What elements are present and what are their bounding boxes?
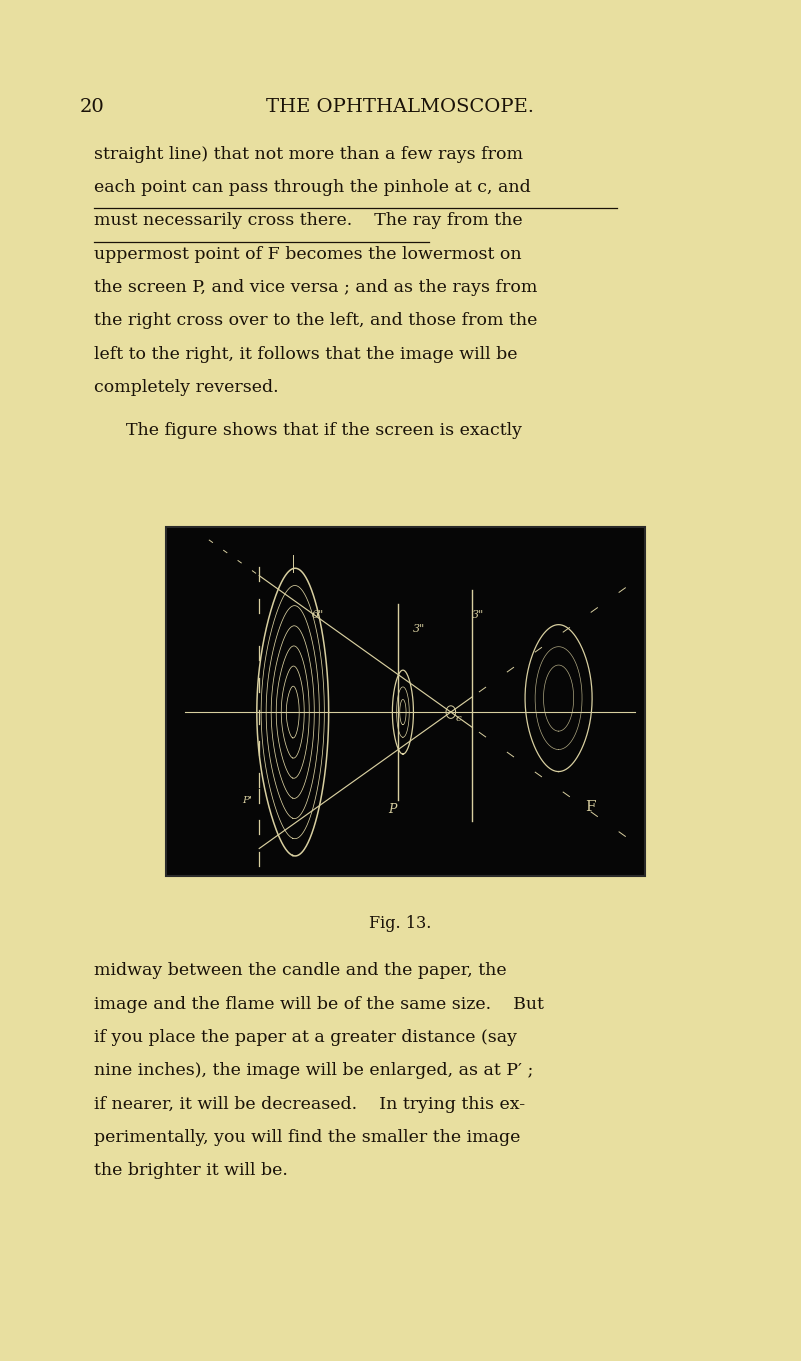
Text: 6": 6" xyxy=(312,610,324,619)
Text: uppermost point of F becomes the lowermost on: uppermost point of F becomes the lowermo… xyxy=(94,246,521,263)
Text: P: P xyxy=(388,803,397,817)
Text: nine inches), the image will be enlarged, as at P′ ;: nine inches), the image will be enlarged… xyxy=(94,1063,533,1079)
Text: straight line) that not more than a few rays from: straight line) that not more than a few … xyxy=(94,146,523,162)
Text: Fig. 13.: Fig. 13. xyxy=(369,915,432,931)
Text: P': P' xyxy=(243,796,252,806)
Text: perimentally, you will find the smaller the image: perimentally, you will find the smaller … xyxy=(94,1130,520,1146)
Text: the screen P, and vice versa ; and as the rays from: the screen P, and vice versa ; and as th… xyxy=(94,279,537,295)
Text: must necessarily cross there.    The ray from the: must necessarily cross there. The ray fr… xyxy=(94,212,522,229)
Text: The figure shows that if the screen is exactly: The figure shows that if the screen is e… xyxy=(126,422,521,440)
Text: THE OPHTHALMOSCOPE.: THE OPHTHALMOSCOPE. xyxy=(267,98,534,116)
Text: left to the right, it follows that the image will be: left to the right, it follows that the i… xyxy=(94,346,517,362)
Text: midway between the candle and the paper, the: midway between the candle and the paper,… xyxy=(94,962,506,979)
Text: image and the flame will be of the same size.    But: image and the flame will be of the same … xyxy=(94,996,544,1013)
Text: the brighter it will be.: the brighter it will be. xyxy=(94,1162,288,1179)
Text: the right cross over to the left, and those from the: the right cross over to the left, and th… xyxy=(94,313,537,329)
Text: if nearer, it will be decreased.    In trying this ex-: if nearer, it will be decreased. In tryi… xyxy=(94,1096,525,1112)
Text: 3": 3" xyxy=(472,610,484,619)
Text: 20: 20 xyxy=(80,98,105,116)
Text: if you place the paper at a greater distance (say: if you place the paper at a greater dist… xyxy=(94,1029,517,1045)
Bar xyxy=(166,527,645,876)
Text: each point can pass through the pinhole at c, and: each point can pass through the pinhole … xyxy=(94,180,530,196)
Text: F: F xyxy=(585,799,595,814)
Text: completely reversed.: completely reversed. xyxy=(94,380,278,396)
Text: 3": 3" xyxy=(413,623,425,634)
Text: c: c xyxy=(456,713,461,723)
